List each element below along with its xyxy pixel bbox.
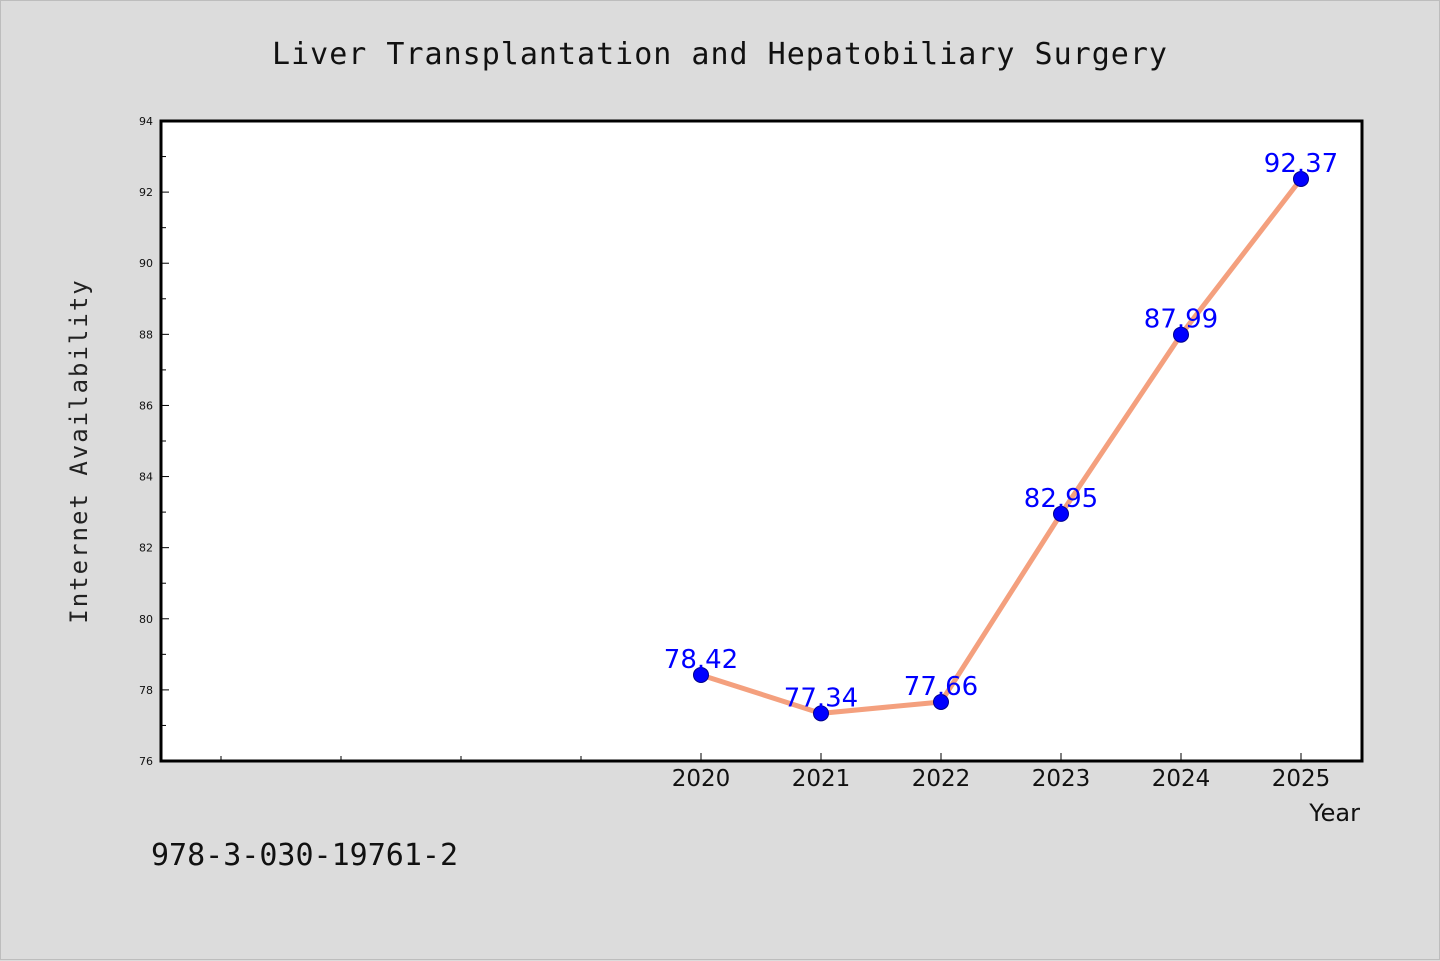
y-tick-label: 92 [139,186,153,199]
y-tick-label: 86 [139,399,153,412]
data-point [1173,326,1189,343]
series-line [700,177,1303,716]
y-tick-label: 84 [139,471,153,484]
y-tick-label: 80 [139,613,153,626]
isbn-text: 978-3-030-19761-2 [151,838,458,873]
x-tick-label: 2020 [672,766,731,792]
x-tick-label: 2022 [912,766,971,792]
data-point [1053,505,1069,522]
y-tick-label: 76 [139,755,153,768]
data-label: 77.34 [784,683,858,713]
data-label: 92.37 [1264,149,1338,179]
y-tick-label: 90 [139,257,153,270]
y-tick-label: 94 [139,115,153,128]
data-point [813,705,829,722]
plot-area [159,119,1364,763]
y-tick-label: 88 [139,328,153,341]
data-label: 82.95 [1024,484,1098,514]
x-tick-label: 2024 [1152,766,1211,792]
data-point [693,666,709,683]
chart-title: Liver Transplantation and Hepatobiliary … [272,37,1168,72]
y-axis: 76 78 80 82 84 86 88 90 92 94 [139,115,169,768]
x-tick-label: 2021 [792,766,851,792]
series-group [693,170,1309,722]
data-label: 87.99 [1144,305,1218,335]
y-axis-label: Internet Availability [65,278,93,623]
x-axis: 2020 2021 2022 2023 2024 2025 [220,753,1331,792]
y-tick-label: 82 [139,542,153,555]
x-tick-label: 2023 [1032,766,1091,792]
x-axis-label: Year [1308,799,1360,827]
data-label: 77.66 [904,672,978,702]
x-tick-label: 2025 [1272,766,1331,792]
data-labels-group: 78.42 77.34 77.66 82.95 87.99 92.37 [664,149,1338,713]
y-tick-label: 78 [139,684,153,697]
data-label: 78.42 [664,645,738,675]
data-point [933,693,949,710]
data-point [1293,170,1309,187]
